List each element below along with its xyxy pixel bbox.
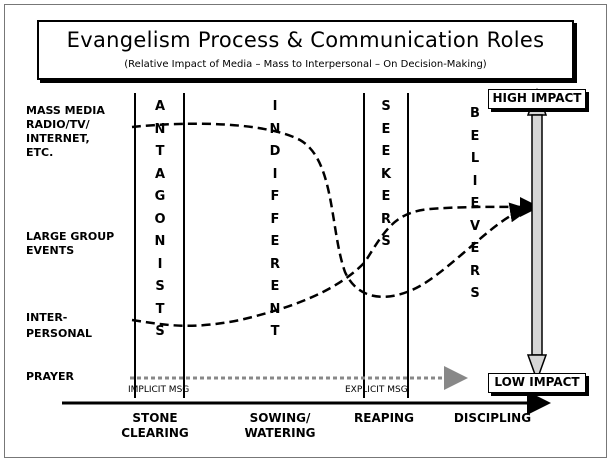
implicit-msg-label: IMPLICIT MSG (128, 385, 190, 395)
diagram-frame (4, 4, 607, 458)
phase-sowing-watering: SOWING/ WATERING (244, 411, 316, 440)
row-label-interpersonal: INTER- PERSONAL (26, 311, 93, 340)
phase-stone-clearing: STONE CLEARING (121, 411, 189, 440)
diagram-subtitle: (Relative Impact of Media – Mass to Inte… (124, 59, 487, 70)
row-label-large-group: LARGE GROUP EVENTS (26, 230, 115, 257)
phase-reaping: REAPING (354, 411, 414, 425)
title-box: Evangelism Process & Communication Roles… (37, 20, 574, 80)
explicit-msg-label: EXPLICIT MSG (345, 385, 408, 395)
impact-double-arrow (526, 87, 548, 383)
row-label-mass-media: MASS MEDIA RADIO/TV/ INTERNET, ETC. (26, 104, 105, 159)
low-impact-box: LOW IMPACT (488, 373, 586, 393)
column-indifferent: I N D I F F E R E N T (269, 99, 281, 339)
column-believers: B E L I E V E R S (469, 106, 481, 301)
column-seekers: S E E K E R S (380, 99, 392, 249)
interpersonal-curve (131, 196, 540, 327)
phase-discipling: DISCIPLING (453, 411, 532, 425)
row-label-prayer: PRAYER (26, 370, 74, 383)
high-impact-box: HIGH IMPACT (488, 89, 586, 109)
diagram-title: Evangelism Process & Communication Roles (66, 28, 545, 52)
column-antagonists: A N T A G O N I S T S (154, 99, 166, 339)
mass-media-curve (131, 122, 530, 299)
